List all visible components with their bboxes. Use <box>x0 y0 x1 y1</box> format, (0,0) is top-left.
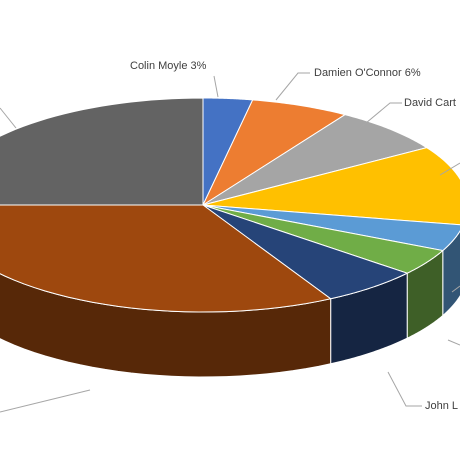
leader-line <box>451 285 460 293</box>
pie-sides <box>0 230 460 378</box>
leader-lines <box>0 72 460 413</box>
slice <box>0 204 332 313</box>
data-label: David Cart <box>404 97 456 109</box>
leader-line <box>213 75 219 98</box>
data-label: John L <box>425 400 458 412</box>
leader-line <box>0 389 91 413</box>
slice <box>0 97 204 206</box>
leader-line <box>275 72 310 101</box>
slice <box>202 204 444 274</box>
slice <box>202 114 428 206</box>
slice <box>202 147 460 226</box>
slice <box>202 204 460 252</box>
leader-line <box>0 107 17 129</box>
leader-line <box>359 102 402 129</box>
slice <box>201 99 347 207</box>
data-label: Damien O'Connor 6% <box>314 67 421 79</box>
leader-line <box>447 339 460 346</box>
label-name: David Cart <box>404 97 456 109</box>
label-name: Damien O'Connor <box>314 67 402 79</box>
label-value: 3% <box>190 60 206 72</box>
data-label: Colin Moyle 3% <box>130 60 207 72</box>
data-labels: Colin Moyle 3% Damien O'Connor 6% David Cart… <box>130 60 458 412</box>
slice <box>202 204 409 300</box>
leader-line <box>387 371 422 407</box>
leader-line <box>439 162 460 176</box>
pie-tops <box>0 97 460 313</box>
label-name: Colin Moyle <box>130 60 187 72</box>
label-value: 6% <box>405 67 421 79</box>
label-name: John L <box>425 400 458 412</box>
